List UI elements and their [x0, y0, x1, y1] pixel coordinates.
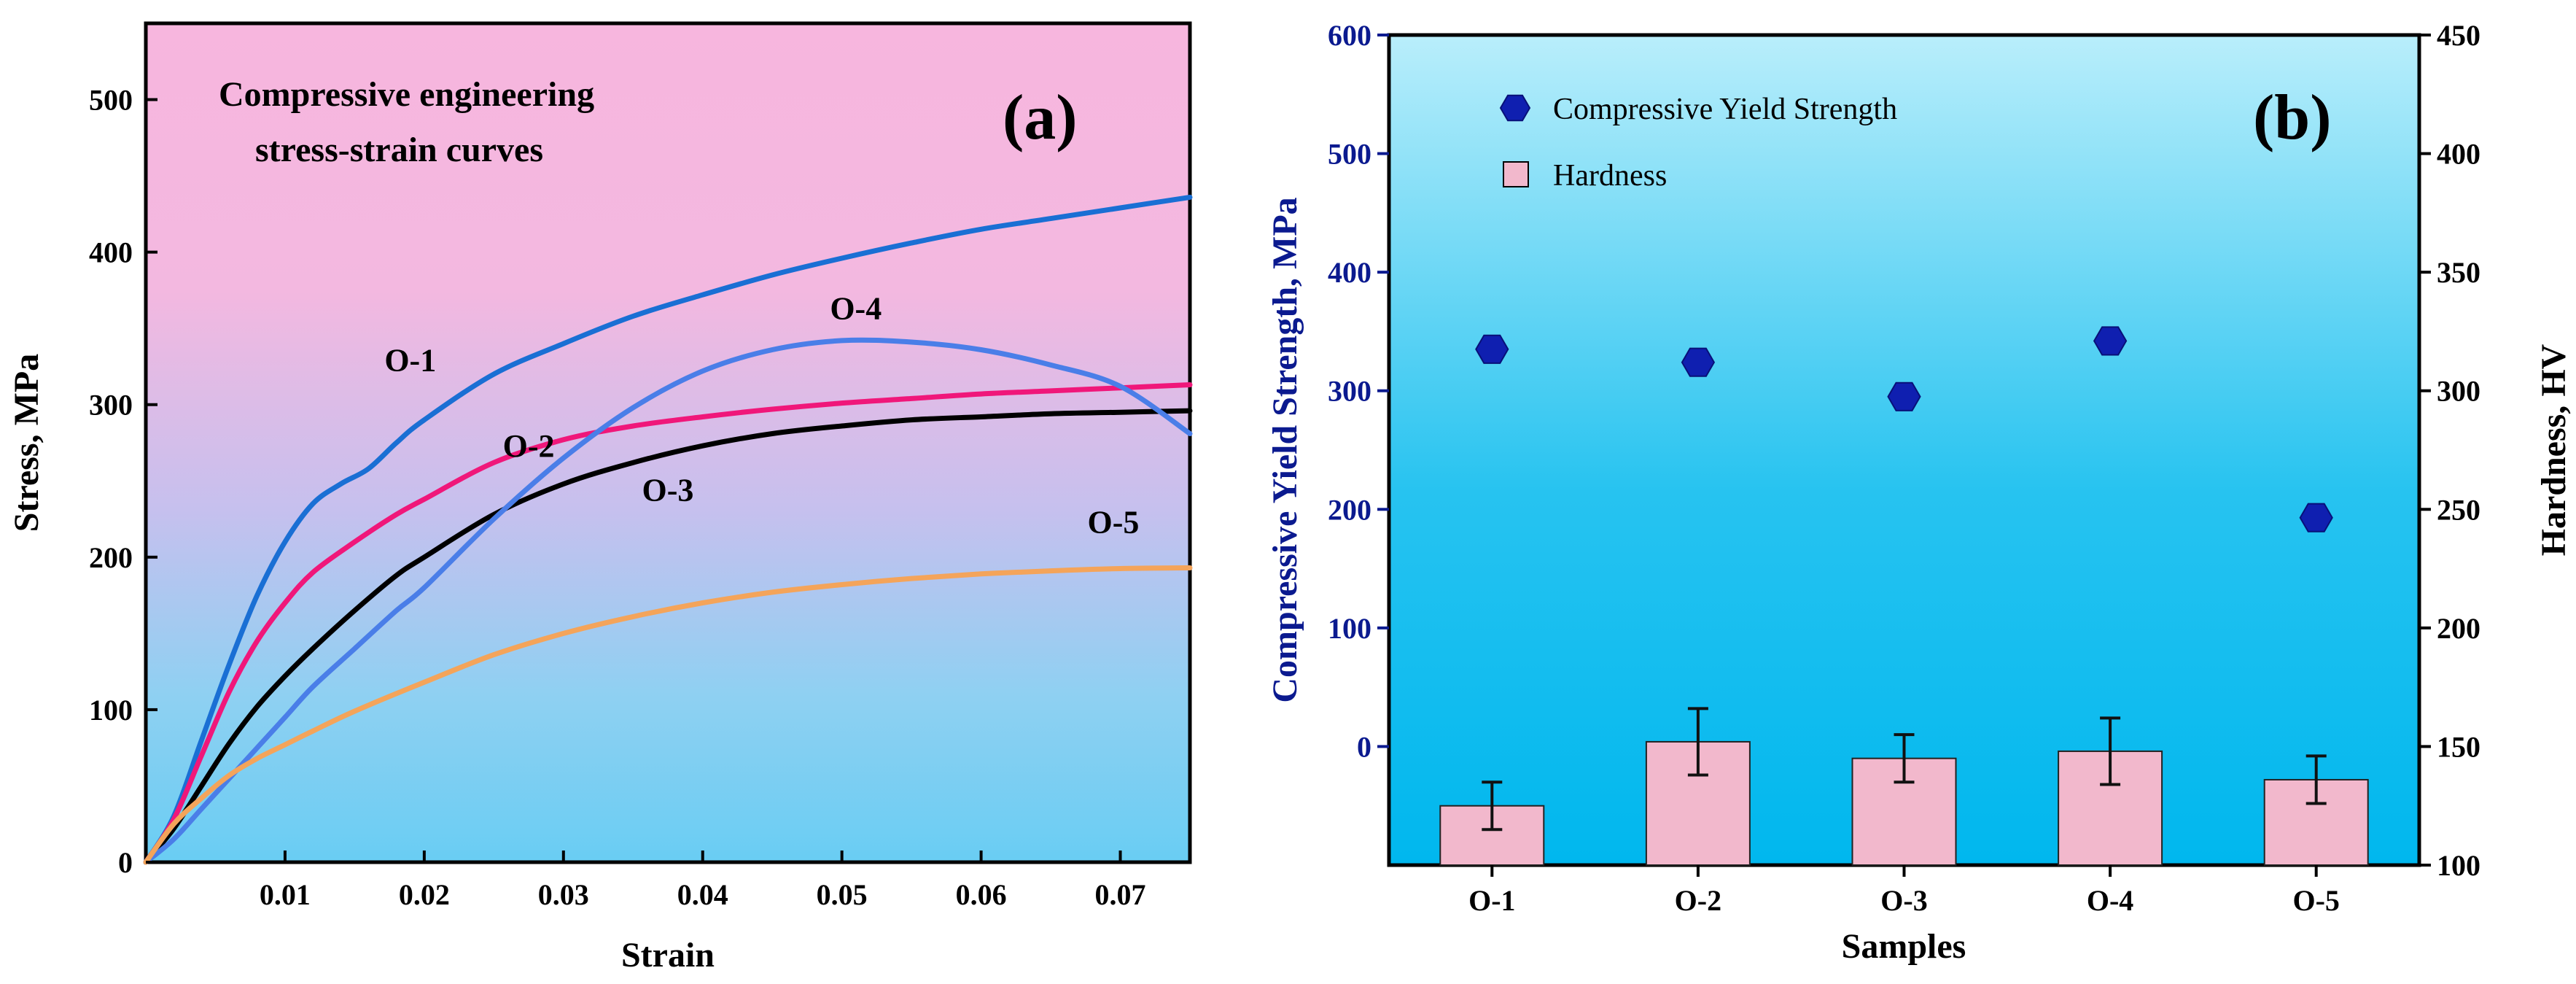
- y-tick-label-left: 300: [1328, 375, 1371, 408]
- y-tick-label-right: 400: [2437, 138, 2480, 171]
- panel-a-label: (a): [1003, 82, 1078, 153]
- y-tick-label-right: 100: [2437, 849, 2480, 882]
- legend-hexagon-marker: [1499, 94, 1531, 122]
- panel-a: 0.01 0.02 0.03 0.04 0.05 0.06 0.07 0 100 200 300 40…: [7, 21, 1193, 975]
- curve-label-o-4: O-4: [830, 291, 882, 327]
- y-tick-label-right: 200: [2437, 612, 2480, 645]
- panel-a-plot-area: [144, 21, 1192, 864]
- x-tick-label: O-4: [2087, 884, 2133, 917]
- point-yield-o-3: [1887, 381, 1921, 411]
- y-tick-label-left: 0: [1357, 730, 1371, 763]
- y-tick-label-left: 500: [1328, 138, 1371, 171]
- point-yield-o-4: [2093, 326, 2128, 356]
- panel-b-points: [1475, 326, 2333, 532]
- panel-a-x-axis-title: Strain: [621, 936, 715, 975]
- panel-b-x-axis-title: Samples: [1842, 927, 1966, 966]
- y-tick-label-right: 300: [2437, 375, 2480, 408]
- panel-a-series: [143, 194, 1193, 865]
- y-tick-label: 100: [89, 694, 133, 727]
- x-tick-label: 0.05: [817, 878, 868, 911]
- y-tick-label-right: 350: [2437, 256, 2480, 289]
- x-tick-label: O-5: [2292, 884, 2339, 917]
- panel-b-bars: [1439, 707, 2369, 867]
- legend-entry-yield: Compressive Yield Strength: [1553, 93, 1897, 126]
- y-tick-label: 300: [89, 389, 133, 422]
- series-line-o-3: [143, 408, 1193, 865]
- series-line-o-2: [143, 382, 1193, 865]
- panel-a-y-axis-title: Stress, MPa: [7, 354, 46, 532]
- x-tick-label: 0.07: [1095, 878, 1146, 911]
- y-tick-label-left: 200: [1328, 493, 1371, 526]
- x-tick-label: 0.01: [260, 878, 311, 911]
- x-tick-label: 0.03: [538, 878, 589, 911]
- panel-b-plot-area: [1387, 33, 2421, 867]
- series-line-o-5: [143, 565, 1193, 865]
- point-yield-o-1: [1475, 334, 1509, 364]
- curve-label-o-1: O-1: [384, 343, 436, 379]
- series-line-o-1: [143, 194, 1193, 865]
- legend-entry-hardness: Hardness: [1553, 159, 1667, 193]
- y-tick-label: 200: [89, 541, 133, 574]
- x-tick-label: O-3: [1880, 884, 1927, 917]
- y-tick-label-left: 600: [1328, 19, 1371, 52]
- panel-a-curve-labels: O-1 O-2 O-3 O-4 O-5: [384, 291, 1139, 541]
- x-tick-label: O-2: [1675, 884, 1721, 917]
- panel-b-label: (b): [2253, 82, 2332, 153]
- x-tick-label: 0.04: [677, 878, 728, 911]
- x-tick-label: O-1: [1468, 884, 1515, 917]
- x-tick-label: 0.06: [956, 878, 1007, 911]
- y-tick-label: 500: [89, 84, 133, 117]
- panel-b-y-axis-title-right: Hardness, HV: [2534, 344, 2573, 556]
- point-yield-o-5: [2299, 503, 2333, 532]
- point-yield-o-2: [1681, 347, 1716, 377]
- panel-b: O-1 O-2 O-3 O-4 O-5 0 100 200 300 400 500 600 100 150…: [1266, 19, 2573, 966]
- y-tick-label: 0: [118, 846, 133, 879]
- panel-a-ticks: 0.01 0.02 0.03 0.04 0.05 0.06 0.07 0 100 200 300 40…: [89, 84, 1146, 911]
- panel-b-ticks: O-1 O-2 O-3 O-4 O-5 0 100 200 300 400 500 600 100 150…: [1328, 19, 2480, 917]
- x-tick-label: 0.02: [399, 878, 450, 911]
- legend-bar-swatch: [1503, 161, 1529, 187]
- y-tick-label: 400: [89, 236, 133, 269]
- curve-label-o-2: O-2: [503, 428, 555, 464]
- series-line-o-4: [143, 337, 1193, 865]
- curve-label-o-3: O-3: [642, 472, 694, 508]
- panel-b-y-axis-title-left: Compressive Yield Strength, MPa: [1266, 197, 1304, 702]
- y-tick-label-left: 400: [1328, 256, 1371, 289]
- panel-a-title: Compressive engineering stress-strain cu…: [219, 75, 603, 169]
- y-tick-label-right: 250: [2437, 493, 2480, 526]
- y-tick-label-right: 450: [2437, 19, 2480, 52]
- legend: Compressive Yield Strength Hardness: [1499, 93, 1897, 193]
- y-tick-label-right: 150: [2437, 730, 2480, 763]
- y-tick-label-left: 100: [1328, 612, 1371, 645]
- curve-label-o-5: O-5: [1088, 504, 1140, 540]
